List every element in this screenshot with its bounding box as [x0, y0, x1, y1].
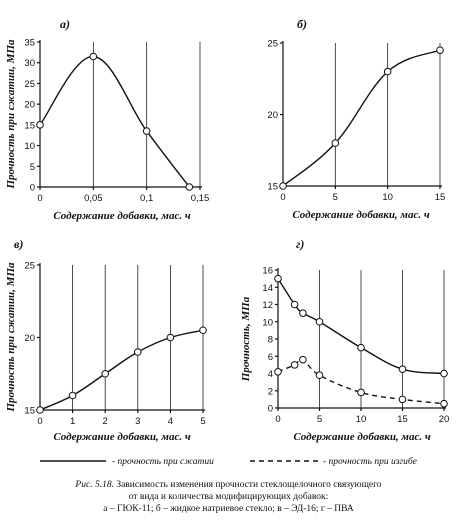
data-point — [436, 46, 444, 54]
y-tick-label: 16 — [262, 266, 273, 277]
data-point — [357, 343, 365, 352]
y-tick-label: 20 — [267, 110, 278, 121]
x-tick-label: 5 — [200, 416, 205, 427]
data-point — [299, 309, 307, 317]
x-tick-label: 0 — [275, 414, 280, 425]
y-tick-label: 25 — [267, 39, 278, 50]
y-tick-label: 0 — [268, 404, 273, 415]
y-tick-label: 30 — [24, 58, 35, 69]
data-point — [166, 333, 175, 342]
data-point — [68, 391, 77, 400]
y-tick-label: 2 — [268, 386, 273, 397]
x-tick-label: 0,05 — [84, 193, 103, 204]
x-tick-label: 0,1 — [140, 193, 153, 204]
x-axis-label-d: Содержание добавки, мас. ч — [293, 431, 430, 443]
figure-caption: Рис. 5.18. Зависимость изменения прочнос… — [0, 479, 457, 515]
data-point — [274, 274, 282, 283]
data-point — [315, 317, 324, 326]
data-point — [101, 369, 109, 378]
data-point — [398, 365, 407, 373]
y-tick-label: 15 — [24, 406, 35, 417]
y-tick-label: 0 — [30, 183, 35, 194]
y-tick-label: 4 — [268, 369, 273, 380]
chart-panel-a: а) Прочность при сжатии, МПа Содержание … — [5, 17, 209, 222]
y-tick-label: 35 — [24, 38, 35, 49]
data-point — [36, 406, 44, 414]
caption-line-1: Рис. 5.18. Зависимость изменения прочнос… — [0, 479, 457, 491]
x-tick-label: 15 — [397, 414, 408, 425]
x-tick-label: 3 — [135, 416, 140, 427]
x-tick-label: 20 — [439, 414, 450, 425]
y-tick-label: 14 — [262, 283, 273, 294]
x-axis-label-c: Содержание добавки, мас. ч — [53, 431, 190, 443]
x-tick-label: 15 — [435, 192, 446, 203]
data-point — [134, 348, 142, 356]
panel-letter-a: а) — [60, 17, 70, 31]
legend-label-compression: - прочность при сжатии — [112, 457, 214, 467]
x-tick-label: 5 — [317, 414, 322, 425]
panel-letter-d: г) — [296, 237, 304, 251]
x-tick-label: 5 — [333, 192, 338, 203]
y-tick-label: 6 — [268, 352, 273, 363]
chart-panel-b: б) Содержание добавки, мас. ч 15 20 25 0 5 10… — [267, 17, 445, 221]
x-tick-label: 0 — [280, 192, 285, 203]
y-axis-label-c: Прочность при сжатии, МПа — [5, 262, 17, 413]
y-tick-label: 20 — [24, 100, 35, 111]
data-point — [299, 355, 307, 364]
data-point — [357, 388, 365, 397]
data-point — [440, 369, 448, 378]
caption-line-2: от вида и количества модифицирующих доба… — [128, 492, 329, 502]
chart-panel-d: г) Прочность, МПа Содержание добавки, ма… — [240, 237, 449, 443]
series-line-compression — [39, 329, 204, 411]
x-tick-label: 1 — [70, 416, 75, 427]
y-tick-label: 25 — [24, 79, 35, 90]
caption-prefix: Рис. 5.18. — [75, 480, 114, 490]
x-tick-label: 0 — [37, 416, 42, 427]
data-point — [199, 326, 207, 335]
y-tick-label: 8 — [268, 335, 273, 346]
caption-title: Зависимость изменения прочности стеклоще… — [113, 480, 382, 490]
data-point — [383, 67, 392, 76]
figure: а) Прочность при сжатии, МПа Содержание … — [5, 17, 449, 467]
data-point — [142, 127, 151, 135]
data-point — [331, 139, 340, 147]
x-axis-label-b: Содержание добавки, мас. ч — [292, 209, 429, 221]
data-point — [290, 300, 299, 309]
y-tick-label: 15 — [24, 120, 35, 131]
y-tick-label: 25 — [24, 261, 35, 272]
data-point — [290, 361, 299, 369]
data-point — [440, 399, 448, 408]
x-axis-label-a: Содержание добавки, мас. ч — [53, 210, 190, 222]
data-point — [89, 52, 98, 61]
caption-line-3: а – ГЮК-11; б – жидкое натриевое стекло;… — [103, 504, 354, 514]
y-axis-label-d: Прочность, МПа — [240, 296, 252, 382]
series-line-compression — [282, 49, 441, 187]
chart-panel-c: в) Прочность при сжатии, МПа Содержание … — [5, 237, 207, 443]
y-tick-label: 15 — [267, 182, 278, 193]
data-point — [398, 395, 407, 404]
x-tick-label: 0,15 — [191, 193, 210, 204]
y-axis-label-a: Прочность при сжатии, МПа — [5, 39, 17, 190]
x-tick-label: 10 — [382, 192, 393, 203]
y-tick-label: 10 — [262, 317, 273, 328]
data-point — [185, 183, 194, 191]
x-tick-label: 10 — [356, 414, 367, 425]
data-point — [274, 367, 282, 376]
legend: - прочность при сжатии - прочность при и… — [40, 456, 417, 467]
x-tick-label: 4 — [168, 416, 173, 427]
x-tick-label: 0 — [37, 193, 42, 204]
data-point — [36, 121, 44, 129]
x-tick-label: 2 — [103, 416, 108, 427]
panel-letter-c: в) — [14, 237, 23, 251]
data-point — [315, 371, 324, 380]
y-tick-label: 20 — [24, 333, 35, 344]
y-tick-label: 5 — [30, 162, 35, 173]
legend-label-bending: - прочность при изгибе — [323, 456, 417, 467]
panel-letter-b: б) — [297, 17, 307, 31]
data-point — [279, 182, 287, 190]
y-tick-label: 10 — [24, 141, 35, 152]
y-tick-label: 12 — [262, 300, 273, 311]
series-line-compression — [39, 55, 190, 188]
